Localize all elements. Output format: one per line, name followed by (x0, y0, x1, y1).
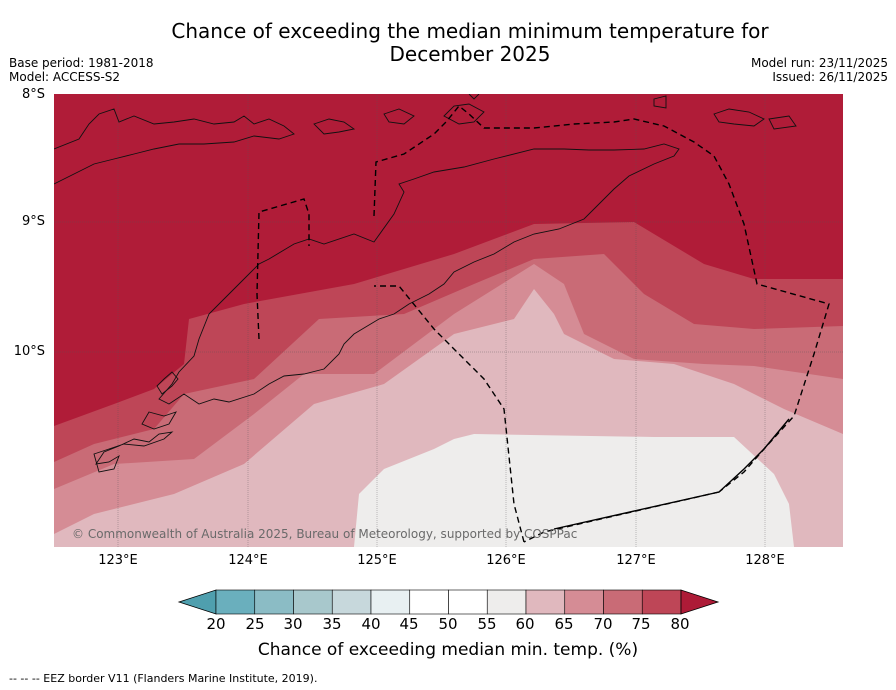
colorbar-segment-55-60 (486, 589, 527, 615)
eez-border (256, 105, 830, 543)
band-55-60 (354, 434, 794, 547)
map-title: Chance of exceeding the median minimum t… (0, 20, 896, 66)
meta-right: Model run: 23/11/2025 Issued: 26/11/2025 (751, 56, 888, 84)
model-run: Model run: 23/11/2025 (750, 56, 888, 70)
colorbar-segment-60-65 (525, 589, 566, 615)
colorbar-extend-high (680, 589, 720, 615)
eez-border-solid (553, 418, 790, 530)
lon-label-128e: 128°E (745, 553, 785, 568)
colorbar-extend-low (177, 589, 217, 615)
lat-label-8s: 8°S (21, 87, 45, 102)
colorbar-segment-70-75 (603, 589, 643, 615)
cb-tick-45: 45 (399, 615, 419, 633)
forecast-map: © Commonwealth of Australia 2025, Bureau… (54, 94, 843, 547)
lon-label-125e: 125°E (357, 553, 397, 568)
colorbar-segment-40-45 (370, 589, 411, 615)
cb-tick-20: 20 (206, 615, 226, 633)
cb-tick-65: 65 (554, 615, 574, 633)
colorbar-segment-75-80 (641, 589, 682, 615)
meta-left: Base period: 1981-2018 Model: ACCESS-S2 (9, 56, 154, 84)
copyright-text: © Commonwealth of Australia 2025, Bureau… (72, 527, 577, 541)
title-line-2: December 2025 (389, 42, 551, 66)
cb-tick-55: 55 (477, 615, 497, 633)
eez-footnote: -- -- -- EEZ border V11 (Flanders Marine… (9, 672, 318, 685)
lat-label-10s: 10°S (13, 344, 45, 359)
colorbar-segment-35-40 (331, 589, 372, 615)
cb-tick-70: 70 (593, 615, 613, 633)
cb-tick-60: 60 (515, 615, 535, 633)
lat-label-9s: 9°S (21, 214, 45, 229)
colorbar-segment-45-50 (409, 589, 449, 615)
colorbar (177, 589, 720, 615)
cb-tick-80: 80 (670, 615, 690, 633)
cb-tick-30: 30 (283, 615, 303, 633)
colorbar-segments (177, 589, 720, 615)
lon-label-126e: 126°E (486, 553, 526, 568)
base-period: Base period: 1981-2018 (9, 56, 154, 70)
lon-label-123e: 123°E (98, 553, 138, 568)
issued-date: Issued: 26/11/2025 (772, 70, 888, 84)
colorbar-segment-65-70 (564, 589, 604, 615)
cb-tick-35: 35 (322, 615, 342, 633)
cb-tick-75: 75 (631, 615, 651, 633)
coastlines (54, 94, 797, 473)
cb-tick-50: 50 (438, 615, 458, 633)
colorbar-segment-25-30 (254, 589, 294, 615)
colorbar-segment-30-35 (293, 589, 333, 615)
colorbar-segment-50-55 (448, 589, 488, 615)
colorbar-label: Chance of exceeding median min. temp. (%… (257, 640, 639, 660)
cb-tick-25: 25 (245, 615, 265, 633)
lon-label-127e: 127°E (616, 553, 656, 568)
lon-label-124e: 124°E (228, 553, 268, 568)
colorbar-segment-20-25 (215, 589, 256, 615)
title-line-1: Chance of exceeding the median minimum t… (171, 19, 769, 43)
cb-tick-40: 40 (361, 615, 381, 633)
model-name: Model: ACCESS-S2 (9, 70, 121, 84)
